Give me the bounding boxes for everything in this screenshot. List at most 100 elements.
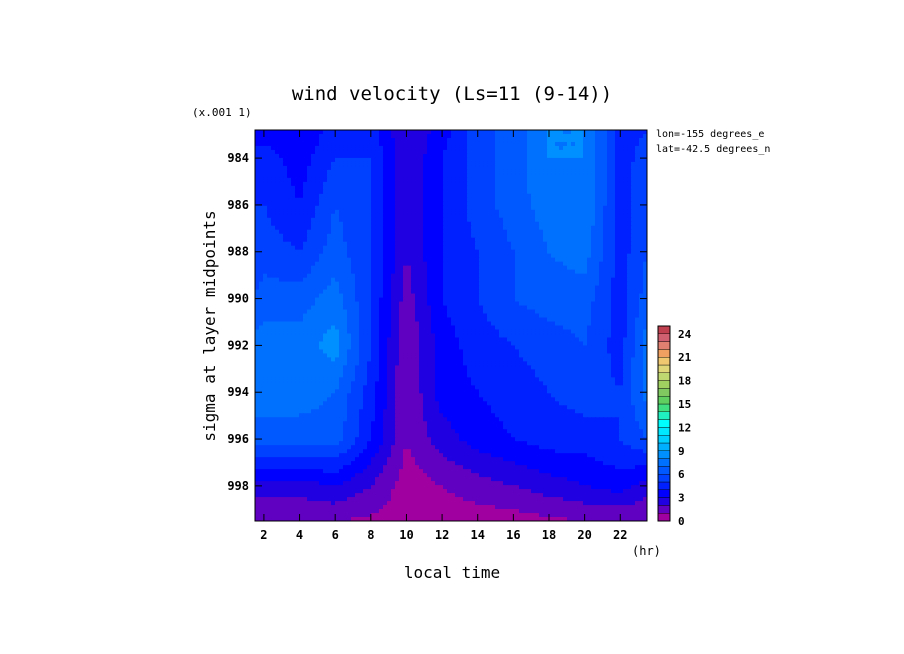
heatmap-cell (539, 249, 544, 255)
heatmap-cell (531, 225, 536, 231)
heatmap-cell (291, 161, 296, 167)
heatmap-cell (575, 321, 580, 327)
heatmap-cell (411, 185, 416, 191)
heatmap-cell (387, 269, 392, 275)
heatmap-cell (571, 209, 576, 215)
heatmap-cell (343, 289, 348, 295)
heatmap-cell (635, 137, 640, 143)
heatmap-cell (343, 137, 348, 143)
heatmap-cell (551, 173, 556, 179)
heatmap-cell (399, 213, 404, 219)
heatmap-cell (359, 305, 364, 311)
heatmap-cell (363, 173, 368, 179)
heatmap-cell (371, 313, 376, 319)
heatmap-cell (471, 301, 476, 307)
heatmap-cell (495, 185, 500, 191)
heatmap-cell (487, 289, 492, 295)
heatmap-cell (355, 265, 360, 271)
heatmap-cell (359, 301, 364, 307)
heatmap-cell (335, 245, 340, 251)
heatmap-cell (535, 325, 540, 331)
heatmap-cell (287, 257, 292, 263)
heatmap-cell (507, 245, 512, 251)
heatmap-cell (459, 289, 464, 295)
heatmap-cell (435, 273, 440, 279)
heatmap-cell (495, 225, 500, 231)
heatmap-cell (299, 130, 304, 135)
heatmap-cell (343, 329, 348, 335)
heatmap-cell (275, 157, 280, 163)
heatmap-cell (259, 245, 264, 251)
heatmap-cell (619, 277, 624, 283)
heatmap-cell (463, 161, 468, 167)
heatmap-cell (283, 205, 288, 211)
heatmap-cell (463, 169, 468, 175)
heatmap-cell (299, 169, 304, 175)
heatmap-cell (435, 261, 440, 267)
heatmap-cell (295, 241, 300, 247)
heatmap-cell (335, 273, 340, 279)
heatmap-cell (491, 249, 496, 255)
heatmap-cell (563, 149, 568, 155)
heatmap-cell (643, 201, 647, 207)
heatmap-cell (259, 133, 264, 139)
heatmap-cell (311, 277, 316, 283)
heatmap-cell (571, 197, 576, 203)
heatmap-cell (359, 197, 364, 203)
heatmap-cell (511, 245, 516, 251)
heatmap-cell (431, 273, 436, 279)
heatmap-cell (479, 289, 484, 295)
heatmap-cell (631, 221, 636, 227)
heatmap-cell (427, 253, 432, 259)
chart-title: wind velocity (Ls=11 (9-14)) (292, 83, 612, 105)
heatmap-cell (415, 141, 420, 147)
heatmap-cell (631, 181, 636, 187)
heatmap-cell (571, 301, 576, 307)
heatmap-cell (327, 137, 332, 143)
heatmap-cell (375, 317, 380, 323)
heatmap-cell (471, 177, 476, 183)
heatmap-cell (399, 241, 404, 247)
heatmap-cell (579, 165, 584, 171)
heatmap-cell (579, 149, 584, 155)
heatmap-cell (535, 301, 540, 307)
heatmap-cell (643, 273, 647, 279)
heatmap-cell (603, 217, 608, 223)
heatmap-cell (419, 257, 424, 263)
heatmap-cell (359, 261, 364, 267)
heatmap-cell (363, 133, 368, 139)
heatmap-cell (347, 157, 352, 163)
heatmap-cell (415, 269, 420, 275)
heatmap-cell (371, 193, 376, 199)
heatmap-cell (427, 161, 432, 167)
heatmap-cell (607, 177, 612, 183)
heatmap-cell (355, 305, 360, 311)
heatmap-cell (447, 173, 452, 179)
heatmap-cell (283, 201, 288, 207)
heatmap-cell (339, 225, 344, 231)
heatmap-cell (271, 141, 276, 147)
heatmap-cell (527, 181, 532, 187)
heatmap-cell (315, 141, 320, 147)
heatmap-cell (527, 309, 532, 315)
heatmap-cell (335, 165, 340, 171)
heatmap-cell (611, 317, 616, 323)
heatmap-cell (583, 161, 588, 167)
heatmap-cell (619, 309, 624, 315)
heatmap-cell (567, 273, 572, 279)
heatmap-cell (311, 289, 316, 295)
heatmap-cell (391, 209, 396, 215)
heatmap-cell (487, 237, 492, 243)
heatmap-cell (555, 185, 560, 191)
heatmap-cell (355, 130, 360, 135)
heatmap-cell (255, 177, 260, 183)
heatmap-cell (535, 237, 540, 243)
heatmap-cell (479, 269, 484, 275)
heatmap-cell (619, 189, 624, 195)
heatmap-cell (595, 289, 600, 295)
heatmap-cell (443, 197, 448, 203)
heatmap-cell (463, 269, 468, 275)
heatmap-cell (435, 253, 440, 259)
heatmap-cell (383, 225, 388, 231)
heatmap-cell (263, 325, 268, 331)
